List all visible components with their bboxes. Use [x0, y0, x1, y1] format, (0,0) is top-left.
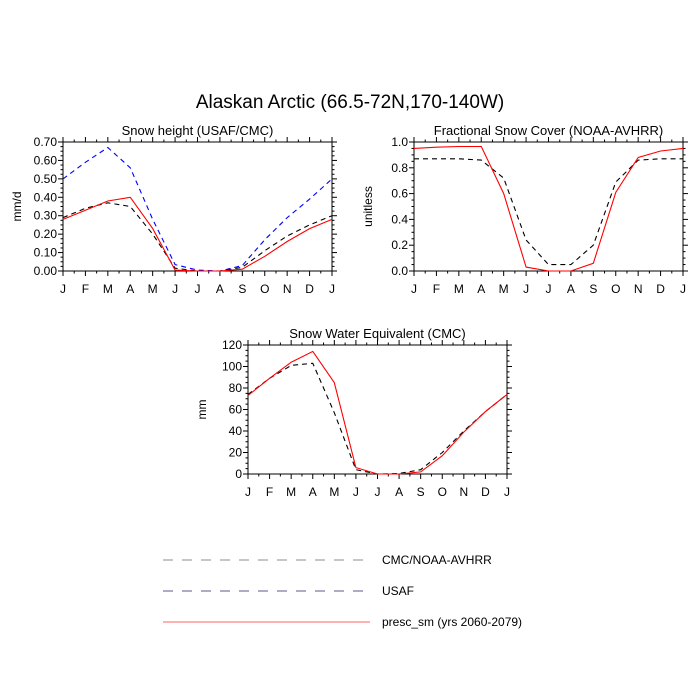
panel-title: Snow height (USAF/CMC): [122, 123, 274, 138]
y-tick-label: 0.70: [34, 135, 58, 149]
y-tick-label: 0: [235, 467, 242, 481]
x-tick-label: J: [329, 282, 335, 296]
legend-label: CMC/NOAA-AVHRR: [382, 553, 492, 567]
series-line-presc-sm: [413, 145, 684, 272]
y-tick-label: 120: [222, 338, 242, 352]
y-axis-label: mm: [195, 400, 209, 420]
x-tick-label: J: [411, 282, 417, 296]
x-tick-label: A: [309, 485, 317, 499]
legend-label: USAF: [382, 584, 414, 598]
y-tick-label: 0.40: [34, 190, 58, 204]
x-tick-label: O: [260, 282, 269, 296]
series-line-cmc-noaa-avhrr: [414, 158, 683, 266]
x-tick-label: D: [656, 282, 665, 296]
y-tick-label: 20: [229, 446, 243, 460]
x-tick-label: O: [611, 282, 620, 296]
y-tick-label: 1.0: [391, 135, 408, 149]
legend: CMC/NOAA-AVHRR USAF presc_sm (yrs 2060-207…: [163, 553, 522, 629]
x-tick-label: J: [546, 282, 552, 296]
plot-frame: [62, 141, 333, 272]
series-line-cmc-noaa-avhrr: [247, 362, 508, 475]
y-tick-label: 0.20: [34, 227, 58, 241]
x-tick-label: A: [477, 282, 485, 296]
y-tick-label: 40: [229, 424, 243, 438]
y-tick-label: 0.60: [34, 153, 58, 167]
y-axis-label: unitless: [361, 186, 375, 227]
chart-panel-3: Snow Water Equivalent (CMC)J F M A M J J A S O N D J…: [195, 326, 512, 499]
x-tick-label: A: [567, 282, 575, 296]
x-tick-label: J: [60, 282, 66, 296]
x-tick-label: F: [82, 282, 89, 296]
x-tick-label: J: [680, 282, 686, 296]
x-tick-label: J: [245, 485, 251, 499]
y-tick-label: 60: [229, 403, 243, 417]
x-tick-label: J: [523, 282, 529, 296]
x-tick-label: J: [504, 485, 510, 499]
x-tick-label: S: [589, 282, 597, 296]
panel-title: Snow Water Equivalent (CMC): [289, 326, 466, 341]
x-tick-label: M: [454, 282, 464, 296]
panel-title: Fractional Snow Cover (NOAA-AVHRR): [434, 123, 663, 138]
legend-label: presc_sm (yrs 2060-2079): [382, 615, 522, 629]
series-line-presc-sm: [62, 196, 333, 272]
plot-frame: [247, 344, 508, 475]
series-line-cmc-noaa-avhrr: [62, 202, 333, 272]
x-tick-label: N: [459, 485, 468, 499]
x-tick-label: N: [634, 282, 643, 296]
x-tick-label: N: [283, 282, 292, 296]
x-tick-label: J: [375, 485, 381, 499]
x-tick-label: D: [481, 485, 490, 499]
x-tick-label: M: [148, 282, 158, 296]
x-tick-label: M: [286, 485, 296, 499]
y-tick-label: 0.30: [34, 209, 58, 223]
x-tick-label: J: [172, 282, 178, 296]
chart-panel-2: Fractional Snow Cover (NOAA-AVHRR)J F M A M J…: [361, 123, 688, 296]
x-tick-label: A: [126, 282, 134, 296]
plot-frame: [413, 141, 684, 272]
series-line-usaf: [62, 146, 333, 272]
x-tick-label: A: [216, 282, 224, 296]
y-axis-label: mm/d: [10, 192, 24, 222]
y-tick-label: 100: [222, 360, 242, 374]
x-tick-label: S: [417, 485, 425, 499]
chart-panel-1: Snow height (USAF/CMC)J F M A M J J A S O N D J0.000…: [10, 123, 337, 296]
x-tick-label: F: [266, 485, 273, 499]
y-tick-label: 0.50: [34, 172, 58, 186]
y-tick-label: 0.8: [391, 161, 408, 175]
y-tick-label: 0.4: [391, 212, 408, 226]
x-tick-label: O: [438, 485, 447, 499]
y-tick-label: 80: [229, 381, 243, 395]
figure-title: Alaskan Arctic (66.5-72N,170-140W): [196, 92, 504, 113]
y-tick-label: 0.00: [34, 264, 58, 278]
x-tick-label: A: [395, 485, 403, 499]
y-tick-label: 0.2: [391, 238, 408, 252]
y-tick-label: 0.0: [391, 264, 408, 278]
y-tick-label: 0.10: [34, 246, 58, 260]
series-line-presc-sm: [247, 350, 508, 475]
chart-panels: Snow height (USAF/CMC)J F M A M J J A S O N D J0.000…: [10, 123, 688, 499]
x-tick-label: M: [329, 485, 339, 499]
x-tick-label: M: [499, 282, 509, 296]
x-tick-label: J: [195, 282, 201, 296]
y-tick-label: 0.6: [391, 187, 408, 201]
x-tick-label: F: [433, 282, 440, 296]
x-tick-label: J: [353, 485, 359, 499]
x-tick-label: S: [238, 282, 246, 296]
x-tick-label: M: [103, 282, 113, 296]
x-tick-label: D: [305, 282, 314, 296]
